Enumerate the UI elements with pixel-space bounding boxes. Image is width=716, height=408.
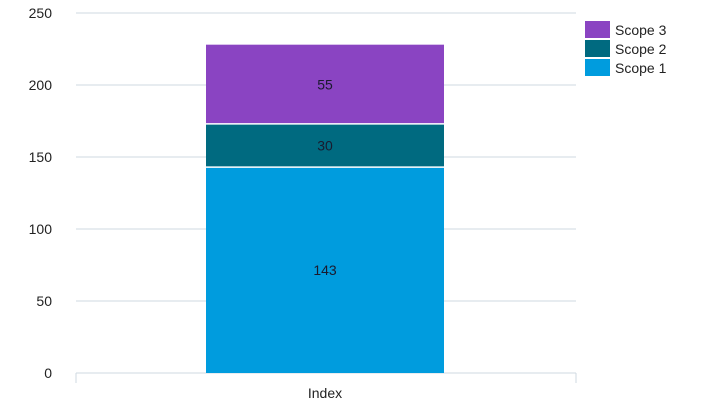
label-layer: 143 30 55: [313, 76, 337, 278]
legend-label-scope-3: Scope 3: [615, 22, 667, 38]
legend: Scope 3 Scope 2 Scope 1: [585, 21, 667, 76]
legend-swatch-scope-3: [585, 21, 610, 38]
y-tick-label-150: 150: [29, 149, 53, 165]
y-tick-label-250: 250: [29, 5, 53, 21]
x-tick-label-0: Index: [308, 385, 342, 401]
data-label-scope-2: 30: [317, 137, 333, 153]
axis-layer: 0 50 100 150 200 250 Index: [29, 5, 577, 401]
legend-item-scope-1: Scope 1: [585, 59, 667, 76]
legend-label-scope-1: Scope 1: [615, 60, 667, 76]
legend-item-scope-2: Scope 2: [585, 40, 667, 57]
data-label-scope-3: 55: [317, 76, 333, 92]
y-tick-label-100: 100: [29, 221, 53, 237]
bar-segment-scope-3: [206, 44, 444, 124]
y-tick-label-200: 200: [29, 77, 53, 93]
bar-segment-scope-1: [206, 167, 444, 373]
legend-label-scope-2: Scope 2: [615, 41, 667, 57]
legend-item-scope-3: Scope 3: [585, 21, 667, 38]
bar-layer: [206, 44, 444, 373]
legend-swatch-scope-2: [585, 40, 610, 57]
data-label-scope-1: 143: [313, 262, 337, 278]
bar-segment-scope-2: [206, 123, 444, 168]
y-tick-label-0: 0: [44, 365, 52, 381]
legend-swatch-scope-1: [585, 59, 610, 76]
y-tick-label-50: 50: [36, 293, 52, 309]
